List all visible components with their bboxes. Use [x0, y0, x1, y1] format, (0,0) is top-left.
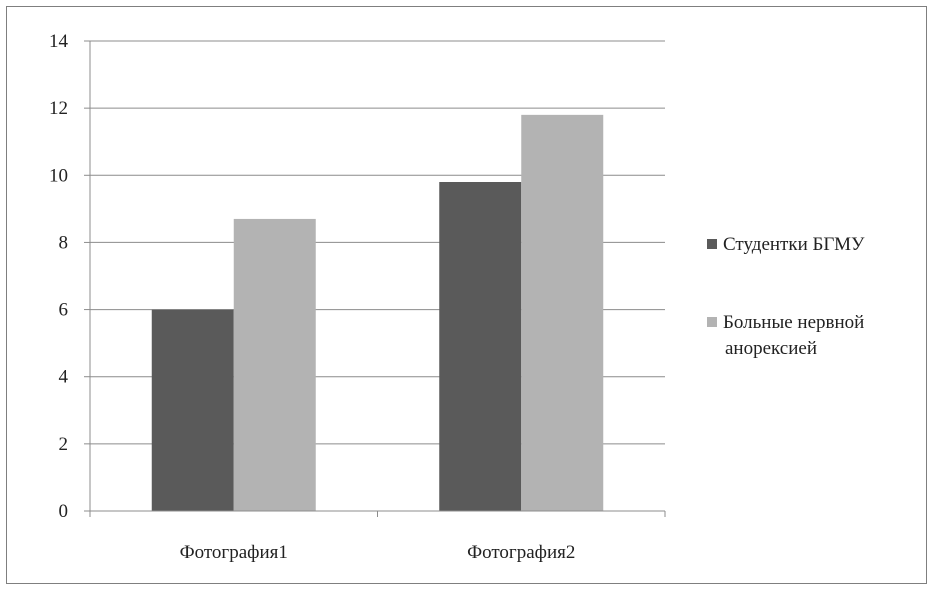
y-tick-label: 2: [59, 434, 69, 455]
y-tick-label: 0: [59, 501, 69, 522]
y-tick-label: 6: [59, 300, 69, 321]
legend-swatch: [707, 317, 717, 327]
y-tick-label: 14: [49, 31, 69, 52]
legend-label: анорексией: [725, 338, 817, 359]
legend-label: Больные нервной: [723, 312, 864, 333]
bar-anorexia-1: [233, 218, 316, 511]
x-category-label: Фотография2: [467, 542, 575, 563]
legend-swatch: [707, 239, 717, 249]
y-tick-label: 10: [49, 165, 68, 186]
legend-label: Студентки БГМУ: [723, 234, 865, 255]
y-tick-label: 4: [59, 367, 69, 388]
x-category-label: Фотография1: [180, 542, 288, 563]
bars: [151, 114, 604, 511]
axes: 0 2 4 6 8 10 12 14 Фотография1 Фотография2: [49, 31, 666, 563]
y-tick-label: 12: [49, 98, 68, 119]
legend-entry: Студентки БГМУ: [707, 234, 865, 255]
bar-students-2: [439, 182, 522, 511]
bar-anorexia-2: [521, 114, 604, 511]
bar-students-1: [151, 309, 234, 511]
legend: Студентки БГМУ Больные нервной анорексией: [707, 234, 865, 359]
y-tick-label: 8: [59, 232, 69, 253]
legend-entry: Больные нервной анорексией: [707, 312, 864, 359]
